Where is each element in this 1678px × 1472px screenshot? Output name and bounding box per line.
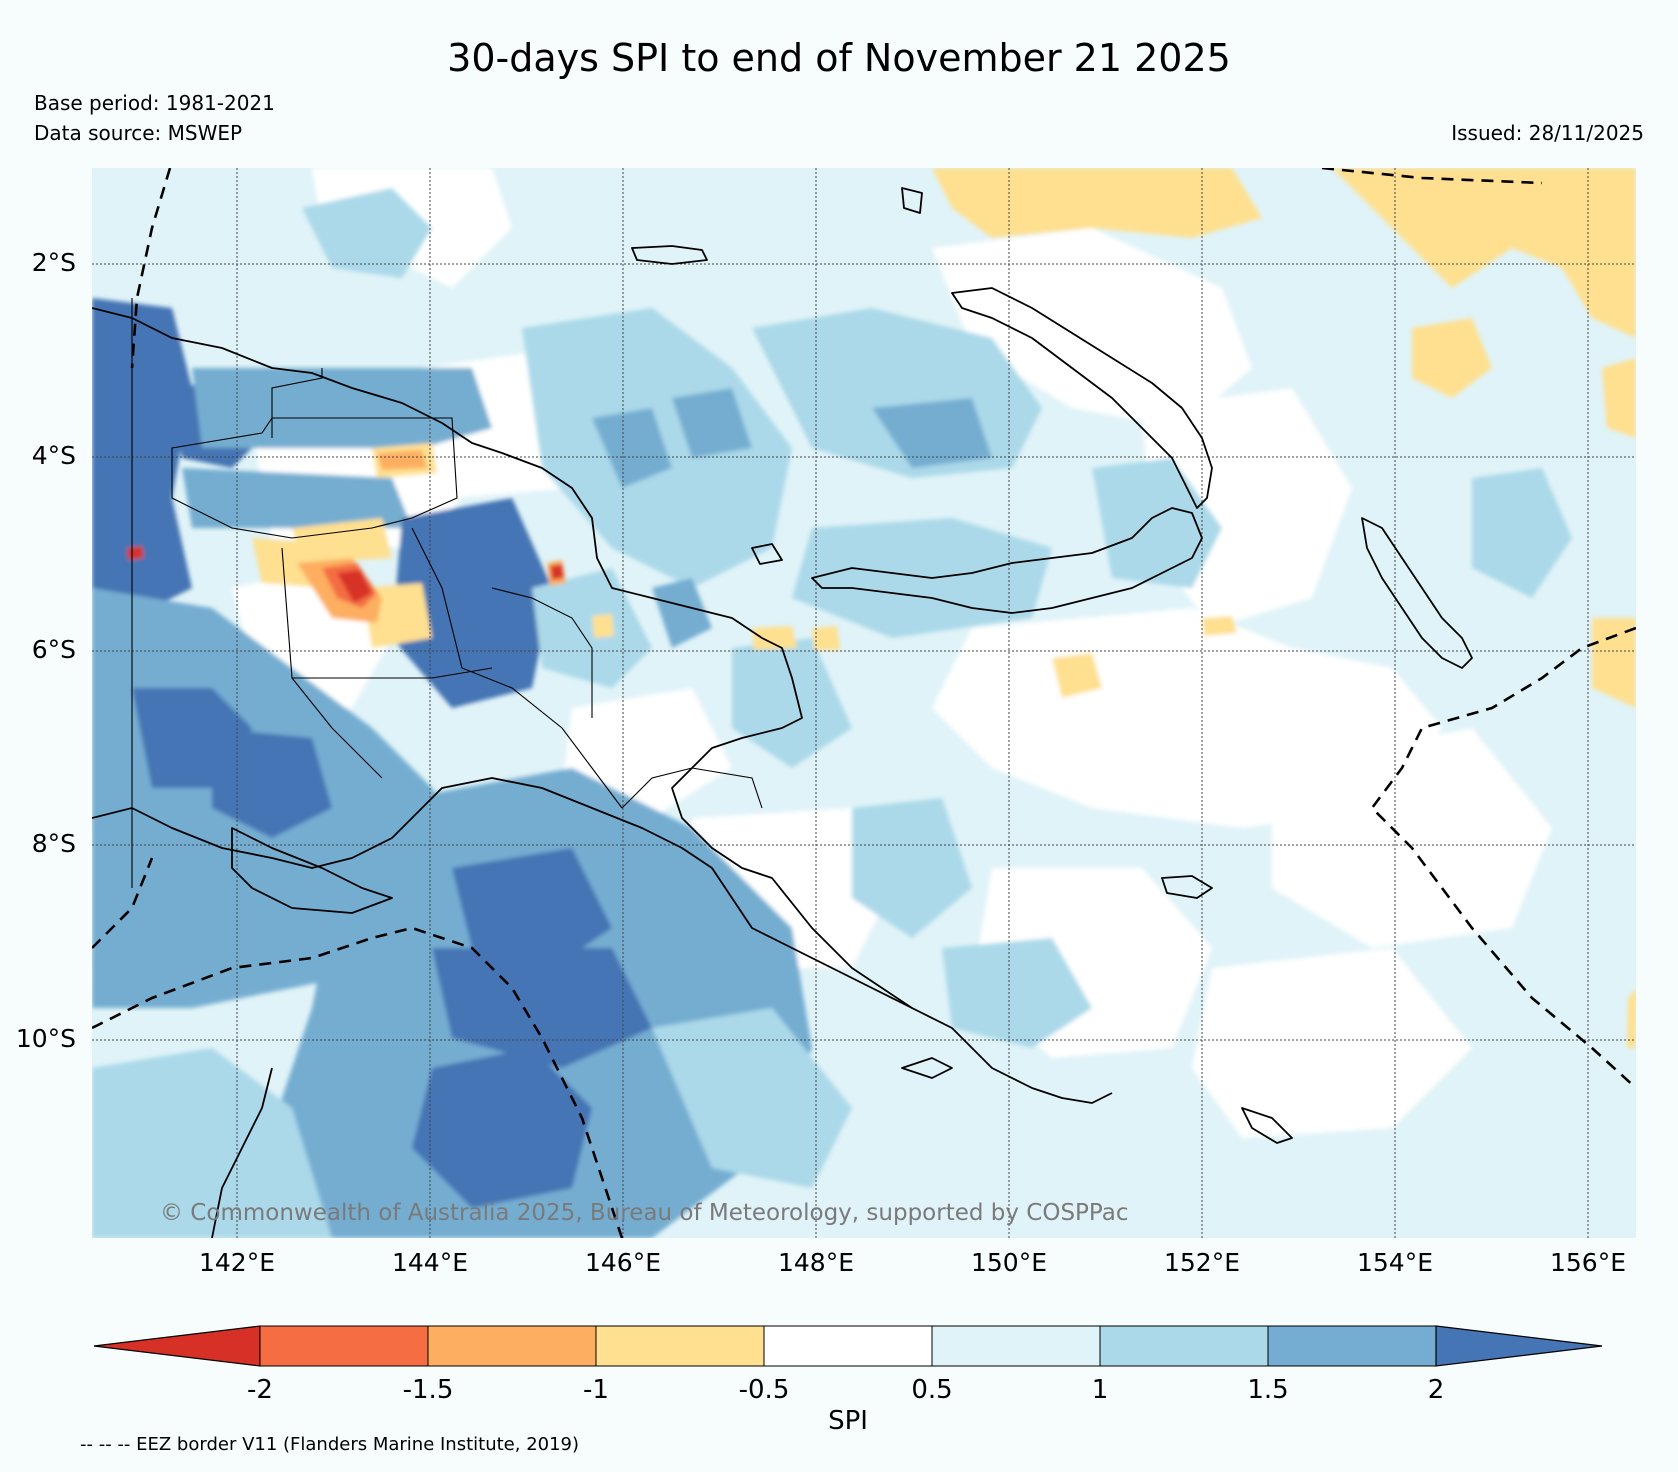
graticule — [92, 168, 1636, 1238]
colorbar-tick: -1.5 — [402, 1375, 454, 1405]
colorbar-tick: 0.5 — [911, 1375, 953, 1405]
colorbar-bin-7 — [1267, 1325, 1437, 1367]
issued-date: Issued: 28/11/2025 — [1451, 121, 1644, 145]
lon-label-152e: 152°E — [1163, 1248, 1240, 1277]
lon-label-146e: 146°E — [584, 1248, 661, 1277]
colorbar-tick: -1 — [583, 1375, 609, 1405]
spi-colorbar — [93, 1325, 1603, 1367]
colorbar-tick: -0.5 — [738, 1375, 790, 1405]
colorbar-bin-3 — [595, 1325, 765, 1367]
lon-label-154e: 154°E — [1356, 1248, 1433, 1277]
eez-note: -- -- -- EEZ border V11 (Flanders Marine… — [80, 1434, 580, 1455]
copyright-notice: © Commonwealth of Australia 2025, Bureau… — [160, 1200, 1129, 1226]
base-period-note: Base period: 1981-2021 — [34, 91, 275, 115]
provincial-borders — [131, 298, 763, 888]
coastlines — [92, 187, 1473, 1238]
lat-label-8s: 8°S — [31, 829, 76, 858]
lat-label-6s: 6°S — [31, 635, 76, 664]
lon-label-144e: 144°E — [391, 1248, 468, 1277]
colorbar-bin-4 — [763, 1325, 933, 1367]
colorbar-extend-low — [93, 1325, 261, 1367]
lat-label-10s: 10°S — [15, 1024, 76, 1053]
lat-label-4s: 4°S — [31, 441, 76, 470]
colorbar-tick: 1.5 — [1247, 1375, 1289, 1405]
spi-map — [92, 168, 1636, 1238]
spi-field-shading — [92, 168, 1636, 1238]
colorbar-tick: 2 — [1427, 1375, 1445, 1405]
lon-label-142e: 142°E — [198, 1248, 275, 1277]
colorbar-tick: -2 — [247, 1375, 273, 1405]
colorbar-bin-5 — [931, 1325, 1101, 1367]
lon-label-148e: 148°E — [777, 1248, 854, 1277]
colorbar-label: SPI — [828, 1406, 868, 1436]
chart-title: 30-days SPI to end of November 21 2025 — [447, 36, 1231, 80]
lon-label-156e: 156°E — [1549, 1248, 1626, 1277]
colorbar-bin-6 — [1099, 1325, 1269, 1367]
lat-label-2s: 2°S — [31, 248, 76, 277]
colorbar-bin-1 — [259, 1325, 429, 1367]
data-source-note: Data source: MSWEP — [34, 121, 243, 145]
lon-label-150e: 150°E — [970, 1248, 1047, 1277]
eez-borders — [92, 168, 1636, 1238]
colorbar-extend-high — [1435, 1325, 1603, 1367]
colorbar-bin-2 — [427, 1325, 597, 1367]
colorbar-tick: 1 — [1091, 1375, 1109, 1405]
